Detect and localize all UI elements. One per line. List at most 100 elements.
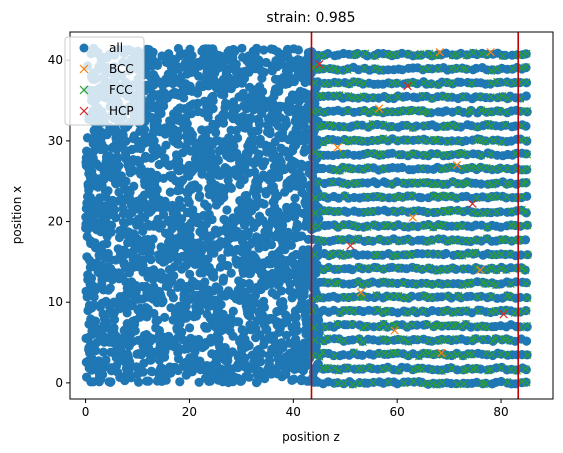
point-all: [125, 248, 135, 258]
point-all: [173, 43, 183, 54]
point-all: [204, 44, 214, 54]
point-all: [122, 308, 132, 318]
point-all: [261, 189, 271, 199]
point-all: [139, 222, 149, 232]
point-all: [160, 312, 170, 322]
point-all: [164, 202, 174, 212]
point-all: [185, 126, 195, 136]
point-all: [98, 309, 108, 319]
point-all: [283, 47, 293, 57]
point-all: [278, 256, 288, 267]
point-all: [198, 55, 208, 65]
point-all: [153, 214, 163, 224]
point-all: [298, 245, 308, 255]
point-all: [195, 356, 205, 366]
point-all: [275, 298, 285, 308]
point-all: [158, 272, 168, 282]
point-all: [147, 179, 158, 189]
point-all: [188, 99, 199, 109]
point-all: [242, 339, 253, 349]
point-all: [260, 281, 270, 291]
point-all: [522, 322, 532, 332]
point-all: [267, 344, 277, 354]
point-all: [240, 156, 250, 166]
point-all: [108, 273, 118, 283]
point-all: [254, 55, 264, 65]
point-all: [198, 299, 208, 309]
point-all: [163, 58, 174, 68]
legend-marker-all: [79, 43, 89, 53]
point-all: [83, 133, 93, 143]
point-all: [249, 357, 259, 367]
point-all: [170, 309, 181, 319]
point-all: [101, 156, 111, 167]
point-all: [167, 170, 177, 181]
point-all: [119, 260, 129, 270]
point-all: [178, 175, 188, 185]
point-all: [302, 275, 312, 285]
point-all: [244, 279, 254, 289]
point-all: [522, 107, 532, 117]
point-all: [243, 308, 253, 318]
point-all: [116, 300, 126, 310]
point-all: [124, 164, 135, 174]
point-all: [254, 119, 265, 129]
point-all: [180, 261, 190, 272]
point-all: [258, 233, 268, 243]
point-all: [87, 204, 97, 214]
point-all: [257, 269, 267, 280]
point-all: [252, 43, 262, 53]
point-all: [300, 144, 310, 154]
point-all: [85, 363, 95, 373]
point-all: [298, 290, 308, 300]
point-all: [138, 255, 148, 265]
point-all: [148, 334, 158, 344]
point-all: [248, 250, 258, 260]
point-all: [296, 159, 306, 169]
point-all: [179, 344, 190, 354]
point-all: [168, 134, 178, 144]
point-all: [186, 146, 196, 156]
point-all: [214, 186, 224, 196]
point-all: [287, 268, 297, 278]
point-all: [155, 107, 165, 117]
point-all: [171, 209, 181, 219]
point-all: [293, 55, 303, 65]
point-all: [265, 96, 275, 106]
point-all: [157, 367, 167, 377]
point-all: [133, 155, 143, 165]
point-all: [83, 224, 93, 234]
point-all: [190, 86, 200, 96]
point-all: [145, 97, 155, 107]
point-all: [290, 212, 300, 222]
y-axis-label: position x: [10, 186, 24, 244]
point-all: [101, 188, 111, 198]
point-all: [293, 45, 303, 55]
point-all: [160, 129, 170, 139]
point-all: [172, 325, 182, 335]
point-all: [270, 137, 280, 147]
point-all: [256, 139, 266, 149]
point-all: [282, 78, 292, 88]
point-all: [204, 171, 214, 181]
point-all: [202, 68, 212, 78]
point-all: [267, 115, 277, 125]
point-all: [270, 74, 281, 84]
point-all: [147, 350, 157, 360]
point-all: [172, 105, 182, 115]
point-all: [286, 104, 297, 115]
point-all: [270, 84, 281, 94]
x-axis-label: position z: [282, 430, 340, 444]
point-all: [278, 102, 288, 112]
point-all: [235, 206, 245, 216]
point-all: [271, 56, 281, 66]
point-all: [153, 201, 164, 211]
point-all: [287, 375, 297, 385]
point-all: [111, 179, 121, 189]
point-all: [265, 175, 275, 185]
point-all: [259, 45, 269, 55]
point-all: [283, 227, 293, 237]
point-all: [177, 226, 187, 236]
point-all: [109, 161, 119, 171]
